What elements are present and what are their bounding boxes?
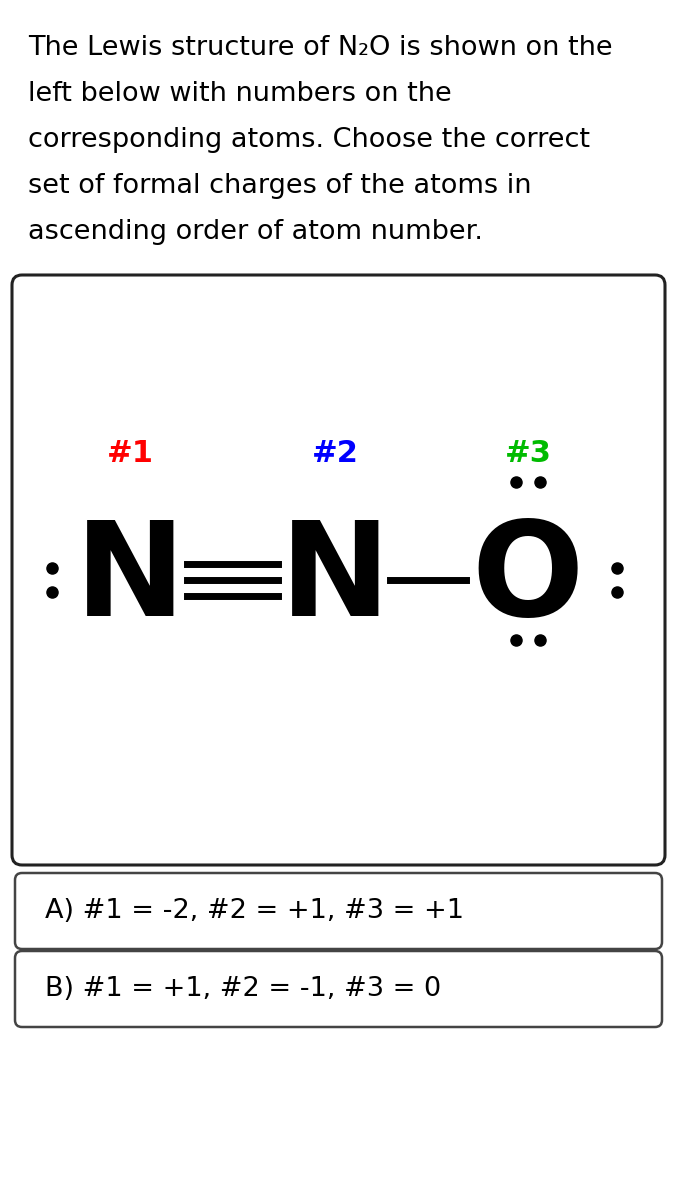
Text: N: N [280, 516, 390, 643]
Text: ascending order of atom number.: ascending order of atom number. [28, 218, 483, 245]
Text: #3: #3 [504, 439, 552, 468]
Text: The Lewis structure of N₂O is shown on the: The Lewis structure of N₂O is shown on t… [28, 35, 613, 61]
Text: N: N [74, 516, 185, 643]
Text: set of formal charges of the atoms in: set of formal charges of the atoms in [28, 173, 531, 199]
FancyBboxPatch shape [15, 874, 662, 949]
FancyBboxPatch shape [15, 950, 662, 1027]
Text: left below with numbers on the: left below with numbers on the [28, 80, 452, 107]
Text: corresponding atoms. Choose the correct: corresponding atoms. Choose the correct [28, 127, 590, 152]
Text: A) #1 = -2, #2 = +1, #3 = +1: A) #1 = -2, #2 = +1, #3 = +1 [45, 898, 464, 924]
FancyBboxPatch shape [12, 275, 665, 865]
Text: #1: #1 [106, 439, 154, 468]
Text: #2: #2 [311, 439, 358, 468]
Text: O: O [472, 516, 584, 643]
Text: B) #1 = +1, #2 = -1, #3 = 0: B) #1 = +1, #2 = -1, #3 = 0 [45, 976, 441, 1002]
